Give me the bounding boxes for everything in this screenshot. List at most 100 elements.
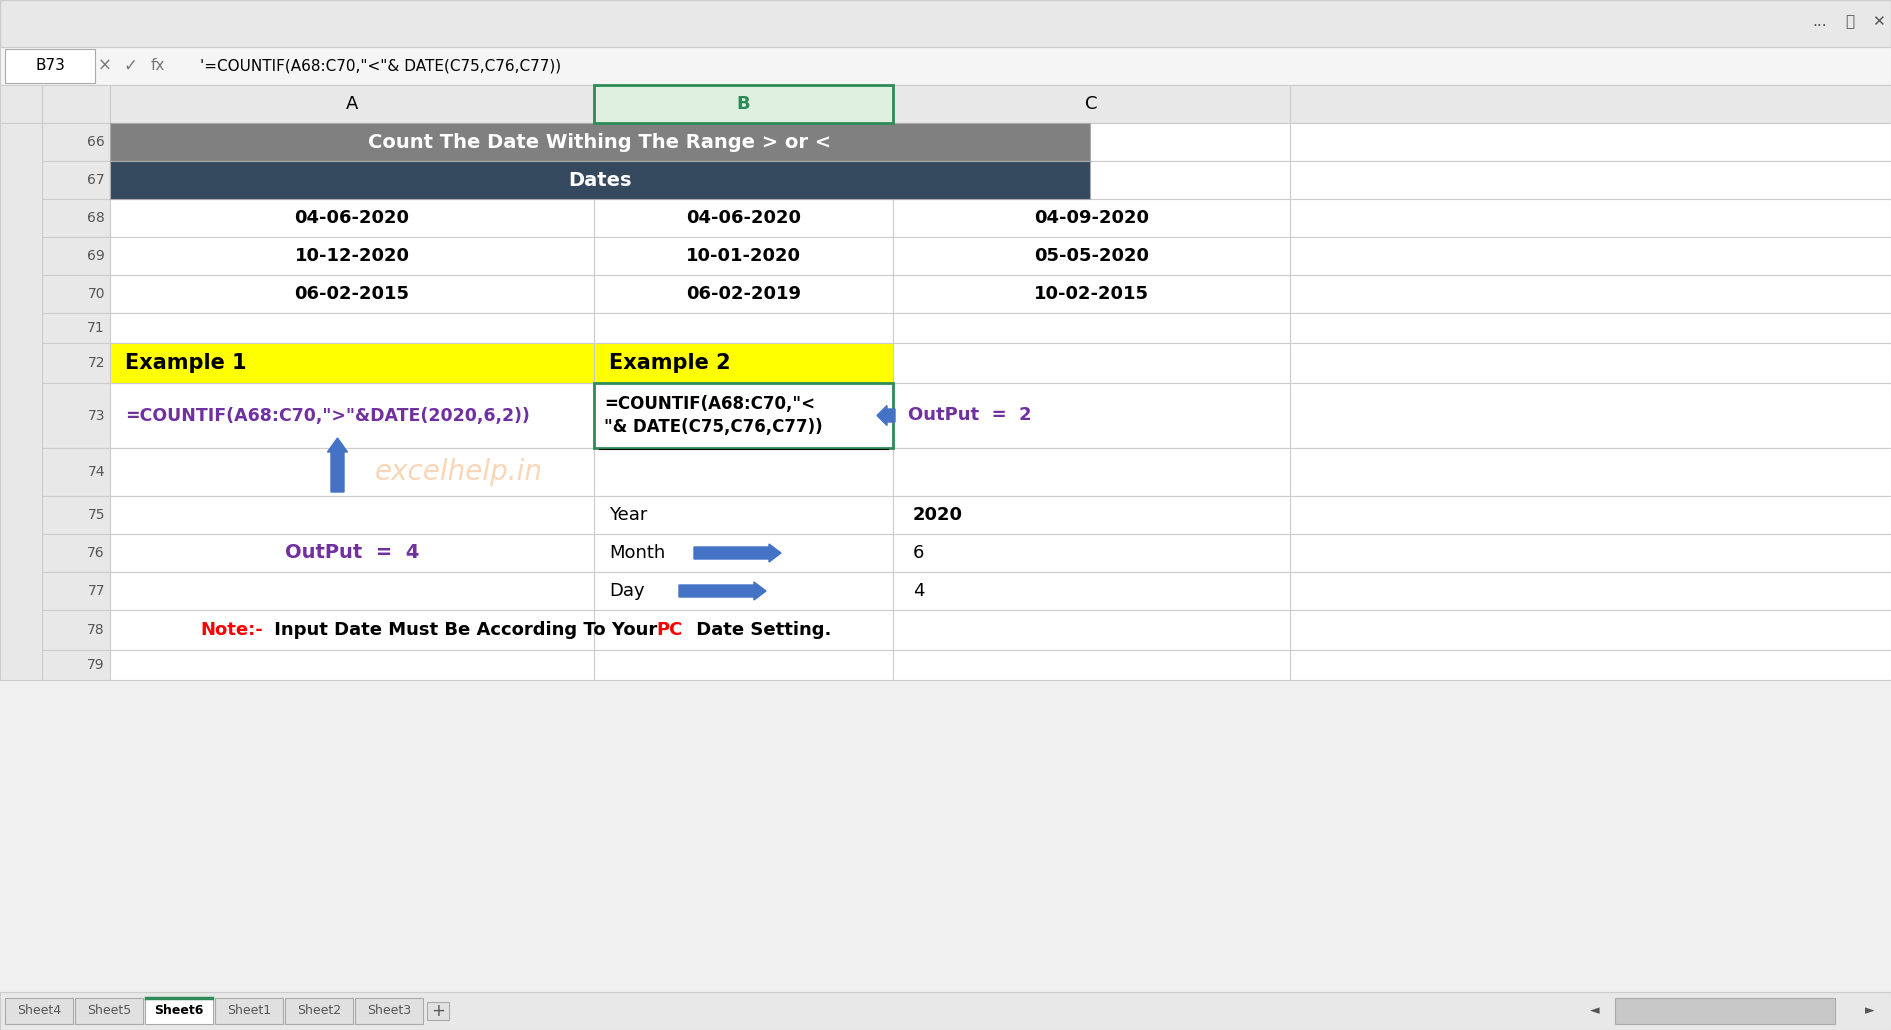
Text: Date Setting.: Date Setting. [690, 621, 832, 639]
FancyBboxPatch shape [893, 313, 1290, 343]
FancyArrow shape [679, 582, 766, 600]
FancyBboxPatch shape [594, 85, 893, 123]
Text: 05-05-2020: 05-05-2020 [1034, 247, 1150, 265]
FancyBboxPatch shape [594, 275, 893, 313]
Text: 10-01-2020: 10-01-2020 [686, 247, 802, 265]
FancyBboxPatch shape [893, 383, 1290, 448]
Text: ✕: ✕ [1872, 14, 1883, 30]
FancyBboxPatch shape [893, 610, 1290, 650]
FancyBboxPatch shape [1290, 572, 1891, 610]
FancyBboxPatch shape [110, 572, 594, 610]
FancyBboxPatch shape [110, 313, 594, 343]
FancyBboxPatch shape [110, 161, 1089, 199]
FancyBboxPatch shape [42, 610, 110, 650]
Text: 71: 71 [87, 321, 106, 335]
Text: 04-06-2020: 04-06-2020 [295, 209, 410, 227]
FancyBboxPatch shape [6, 998, 74, 1024]
FancyBboxPatch shape [42, 123, 110, 161]
FancyBboxPatch shape [0, 992, 1891, 1030]
Text: Sheet5: Sheet5 [87, 1004, 130, 1018]
Text: ◄: ◄ [1590, 1004, 1600, 1018]
FancyBboxPatch shape [110, 123, 594, 161]
Text: Note:-: Note:- [200, 621, 263, 639]
FancyBboxPatch shape [42, 237, 110, 275]
FancyBboxPatch shape [110, 496, 594, 534]
Text: 06-02-2019: 06-02-2019 [686, 285, 802, 303]
Text: 10-12-2020: 10-12-2020 [295, 247, 410, 265]
FancyBboxPatch shape [594, 383, 893, 448]
Text: 67: 67 [87, 173, 106, 187]
Text: Sheet3: Sheet3 [367, 1004, 410, 1018]
FancyBboxPatch shape [893, 496, 1290, 534]
FancyBboxPatch shape [1290, 85, 1891, 123]
FancyBboxPatch shape [110, 534, 594, 572]
Text: Year: Year [609, 506, 647, 524]
FancyBboxPatch shape [6, 49, 95, 83]
FancyBboxPatch shape [76, 998, 144, 1024]
Text: 79: 79 [87, 658, 106, 672]
FancyBboxPatch shape [893, 199, 1290, 237]
FancyBboxPatch shape [1290, 650, 1891, 680]
FancyBboxPatch shape [594, 572, 893, 610]
FancyBboxPatch shape [893, 650, 1290, 680]
FancyBboxPatch shape [42, 161, 110, 199]
Text: A: A [346, 95, 357, 113]
Text: 04-06-2020: 04-06-2020 [686, 209, 802, 227]
FancyBboxPatch shape [594, 610, 893, 650]
Text: 76: 76 [87, 546, 106, 560]
FancyBboxPatch shape [594, 199, 893, 237]
Text: OutPut  =  2: OutPut = 2 [908, 407, 1032, 424]
FancyBboxPatch shape [42, 572, 110, 610]
FancyBboxPatch shape [893, 534, 1290, 572]
FancyBboxPatch shape [110, 448, 594, 496]
FancyBboxPatch shape [42, 275, 110, 313]
Text: =COUNTIF(A68:C70,"<: =COUNTIF(A68:C70,"< [603, 394, 815, 413]
FancyBboxPatch shape [0, 0, 1891, 50]
FancyBboxPatch shape [1290, 448, 1891, 496]
Text: "& DATE(C75,C76,C77)): "& DATE(C75,C76,C77)) [603, 418, 823, 436]
FancyBboxPatch shape [893, 275, 1290, 313]
Text: 74: 74 [87, 465, 106, 479]
FancyBboxPatch shape [594, 161, 893, 199]
FancyBboxPatch shape [1290, 313, 1891, 343]
FancyBboxPatch shape [893, 572, 1290, 610]
Text: +: + [431, 1002, 444, 1020]
Text: ×: × [98, 57, 112, 75]
FancyBboxPatch shape [356, 998, 424, 1024]
FancyBboxPatch shape [0, 47, 1891, 85]
FancyBboxPatch shape [594, 496, 893, 534]
Text: 4: 4 [913, 582, 925, 600]
FancyBboxPatch shape [42, 383, 110, 448]
FancyBboxPatch shape [110, 199, 594, 237]
Text: 73: 73 [87, 409, 106, 422]
FancyArrow shape [694, 544, 781, 562]
Text: B73: B73 [36, 59, 64, 73]
FancyBboxPatch shape [42, 199, 110, 237]
FancyBboxPatch shape [42, 343, 110, 383]
FancyBboxPatch shape [594, 650, 893, 680]
Text: Sheet4: Sheet4 [17, 1004, 61, 1018]
Text: Input Date Must Be According To Your: Input Date Must Be According To Your [269, 621, 664, 639]
FancyBboxPatch shape [42, 448, 110, 496]
Text: ►: ► [1865, 1004, 1874, 1018]
FancyBboxPatch shape [594, 383, 893, 448]
FancyBboxPatch shape [893, 343, 1290, 383]
Text: 70: 70 [87, 287, 106, 301]
FancyBboxPatch shape [42, 313, 110, 343]
FancyBboxPatch shape [893, 237, 1290, 275]
FancyBboxPatch shape [0, 85, 42, 123]
FancyBboxPatch shape [1290, 199, 1891, 237]
FancyBboxPatch shape [110, 237, 594, 275]
Text: Month: Month [609, 544, 666, 562]
Text: Count The Date Withing The Range > or <: Count The Date Withing The Range > or < [369, 133, 832, 151]
Text: Dates: Dates [569, 171, 632, 190]
FancyBboxPatch shape [110, 85, 594, 123]
FancyBboxPatch shape [42, 650, 110, 680]
Text: 72: 72 [87, 356, 106, 370]
FancyBboxPatch shape [1290, 123, 1891, 161]
FancyBboxPatch shape [594, 448, 893, 496]
Text: 77: 77 [87, 584, 106, 598]
FancyBboxPatch shape [427, 1002, 448, 1020]
Text: 68: 68 [87, 211, 106, 225]
Text: ✓: ✓ [123, 57, 136, 75]
